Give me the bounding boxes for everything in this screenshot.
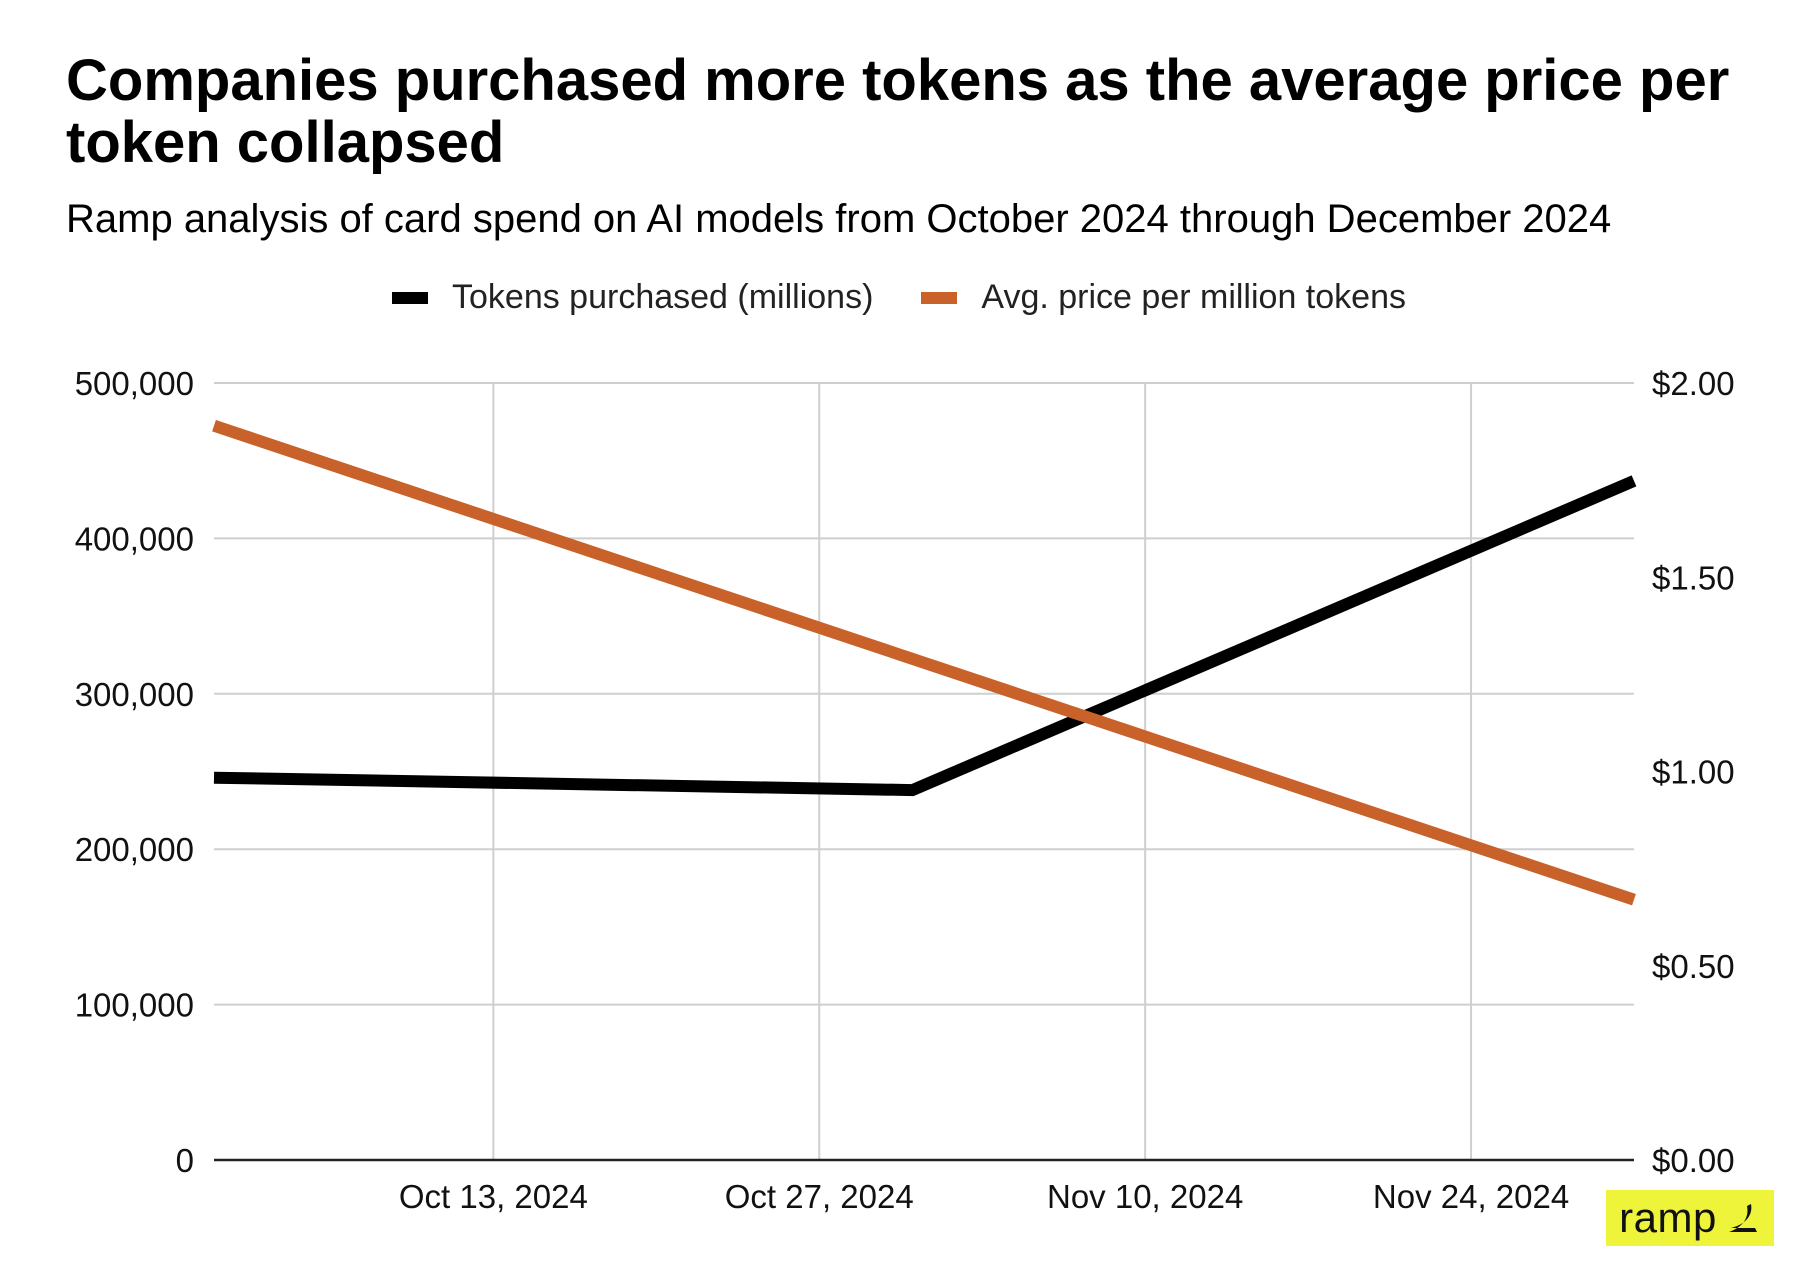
y-left-tick-label: 300,000 (75, 676, 194, 713)
legend-label-price: Avg. price per million tokens (981, 278, 1406, 316)
chart-title: Companies purchased more tokens as the a… (66, 48, 1730, 175)
chart-subtitle: Ramp analysis of card spend on AI models… (66, 197, 1612, 241)
y-left-tick-label: 400,000 (75, 520, 194, 557)
legend-swatch-tokens (392, 291, 428, 304)
legend: Tokens purchased (millions) Avg. price p… (0, 278, 1798, 317)
y-left-tick-label: 500,000 (75, 365, 194, 402)
y-right-tick-label: $1.50 (1652, 559, 1735, 596)
y-left-tick-label: 0 (176, 1142, 194, 1179)
ramp-logo: ramp (1606, 1190, 1774, 1246)
series-line-tokens (213, 475, 1637, 797)
x-tick-label: Oct 13, 2024 (399, 1178, 588, 1215)
x-tick-label: Nov 10, 2024 (1047, 1178, 1243, 1215)
series-line-price (212, 420, 1636, 906)
y-right-tick-label: $0.00 (1652, 1142, 1735, 1179)
y-right-tick-label: $1.00 (1652, 754, 1735, 791)
x-tick-label: Oct 27, 2024 (725, 1178, 914, 1215)
x-tick-label: Nov 24, 2024 (1373, 1178, 1569, 1215)
y-right-tick-label: $0.50 (1652, 948, 1735, 985)
legend-swatch-price (921, 291, 958, 304)
legend-item-tokens: Tokens purchased (millions) (392, 278, 873, 317)
y-left-tick-label: 200,000 (75, 831, 194, 868)
legend-item-price: Avg. price per million tokens (921, 278, 1406, 317)
ramp-logo-text: ramp (1619, 1194, 1717, 1241)
y-right-tick-label: $2.00 (1652, 365, 1735, 402)
y-left-tick-label: 100,000 (75, 987, 194, 1024)
ramp-logo-icon (1728, 1204, 1757, 1232)
legend-label-tokens: Tokens purchased (millions) (452, 278, 874, 316)
